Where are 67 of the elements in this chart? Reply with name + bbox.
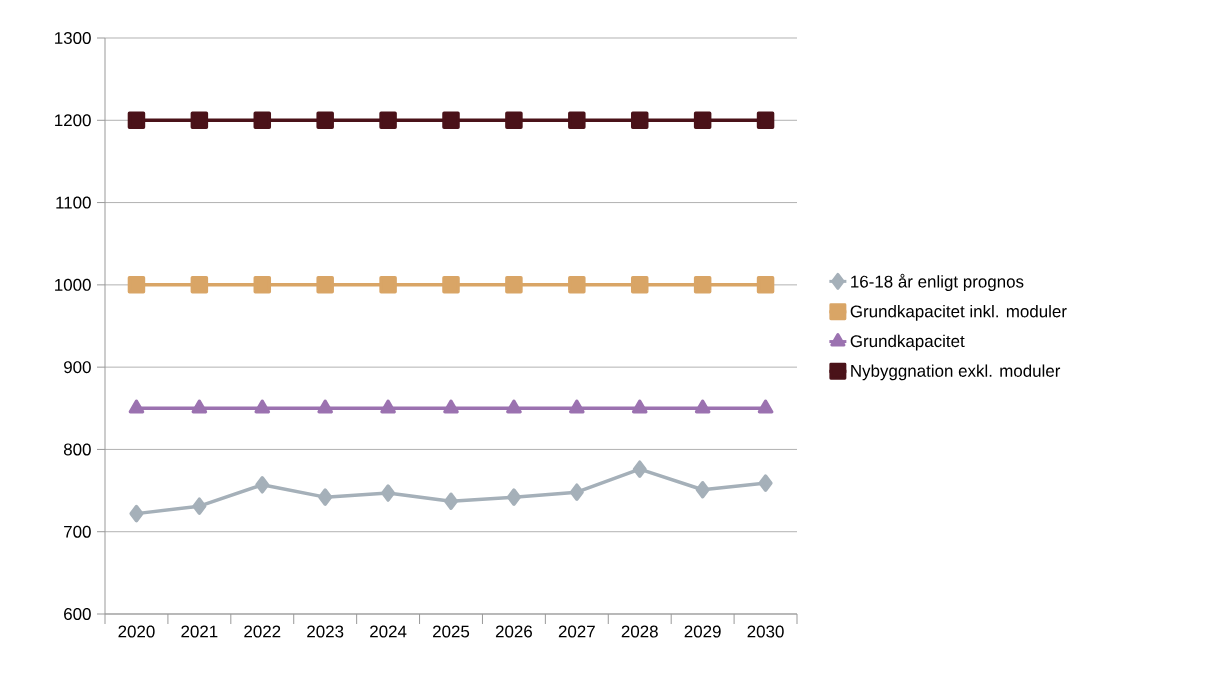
point	[318, 488, 333, 506]
point	[506, 399, 522, 414]
point	[757, 399, 774, 414]
point	[756, 111, 775, 130]
point	[569, 483, 584, 501]
point	[316, 276, 334, 294]
x-tick-label: 2029	[684, 625, 721, 638]
x-tick-label: 2024	[370, 625, 407, 638]
point	[192, 497, 207, 515]
point	[693, 276, 712, 294]
point	[631, 399, 648, 414]
point	[694, 399, 711, 414]
point	[569, 399, 585, 414]
point	[253, 276, 272, 294]
point	[442, 276, 460, 294]
point	[254, 399, 271, 414]
point	[190, 111, 209, 130]
point	[379, 111, 397, 130]
x-tick-label: 2021	[181, 625, 218, 638]
legend-label: 16-18 år enligt prognos	[851, 273, 1024, 291]
y-tick-label: 1200	[55, 114, 91, 127]
legend-label: Nybyggnation exkl. moduler	[851, 364, 1061, 381]
point	[127, 276, 146, 294]
point	[444, 492, 458, 511]
point	[380, 399, 396, 414]
point	[443, 399, 459, 414]
point	[630, 276, 649, 294]
point	[127, 111, 146, 130]
point	[693, 111, 712, 130]
y-tick-label: 1100	[56, 196, 91, 209]
point	[317, 399, 333, 414]
point	[632, 460, 647, 478]
point	[568, 111, 586, 130]
y-tick-label: 800	[63, 443, 91, 456]
point	[505, 276, 523, 294]
y-tick-label: 900	[64, 361, 91, 374]
legend-label: Grundkapacitet	[850, 334, 965, 351]
point	[128, 399, 145, 414]
x-tick-label: 2027	[558, 625, 595, 638]
y-tick-label: 600	[64, 608, 91, 620]
point	[756, 276, 775, 294]
point	[191, 399, 208, 414]
x-tick-label: 2020	[118, 625, 155, 638]
y-tick-label: 1000	[55, 278, 91, 291]
x-tick-label: 2022	[244, 625, 281, 638]
x-tick-label: 2030	[747, 625, 784, 638]
point	[129, 504, 144, 523]
x-tick-label: 2023	[307, 625, 344, 638]
point	[190, 276, 209, 294]
point	[379, 276, 397, 294]
y-tick-label: 700	[64, 525, 91, 538]
point	[506, 488, 521, 506]
point	[568, 276, 586, 294]
legend-label: Grundkapacitet inkl. moduler	[850, 304, 1067, 321]
x-tick-label: 2026	[495, 625, 532, 638]
point	[381, 484, 396, 502]
point	[442, 111, 460, 130]
point	[255, 476, 270, 494]
point	[758, 474, 773, 492]
point	[630, 111, 649, 130]
x-tick-label: 2028	[621, 625, 658, 638]
point	[505, 111, 523, 130]
x-tick-label: 2025	[433, 625, 470, 638]
point	[253, 111, 272, 130]
y-tick-label: 1300	[55, 32, 91, 44]
point	[316, 111, 334, 130]
point	[695, 481, 710, 499]
